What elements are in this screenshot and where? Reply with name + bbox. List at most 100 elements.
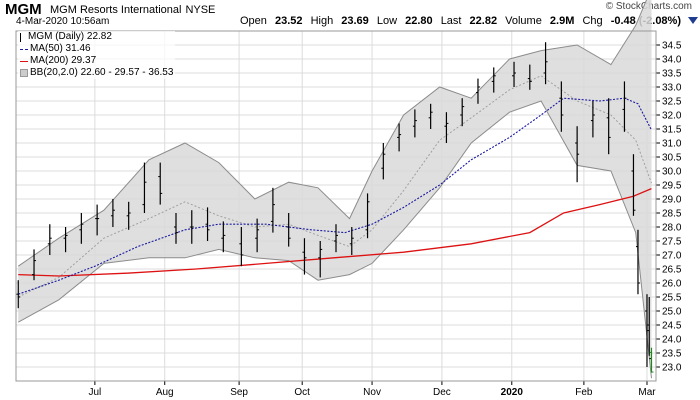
ohlc-bar [649,347,654,373]
ohlc-bar [142,162,147,213]
y-tick-label: 33.0 [662,83,682,94]
ohlc-bar [635,229,640,295]
y-tick-label: 23.5 [662,349,682,360]
ohlc-bar [47,224,52,255]
chevron-down-icon[interactable] [688,17,698,24]
x-tick-label: Mar [638,387,656,398]
ohlc-bar [221,221,226,253]
quote-last: Last 22.82 [440,15,498,27]
ohlc-bar [126,201,131,230]
band-swatch-icon [20,69,28,77]
ohlc-bar [158,162,163,205]
bollinger-upper [17,0,648,267]
y-tick-label: 29.5 [662,181,682,192]
ohlc-bar [543,42,548,85]
ohlc-bar [491,67,496,93]
quote-high: High 23.69 [310,15,369,27]
y-tick-label: 25.5 [662,293,682,304]
y-tick-label: 30.5 [662,153,682,164]
y-tick-label: 34.0 [662,55,682,66]
legend-ma200: MA(200) 29.37 [20,55,173,67]
ticker-symbol: MGM [5,1,42,18]
ohlc-bar [110,199,115,227]
ohlc-bar [590,101,595,138]
ohlc-bar [512,61,517,87]
ohlc-bar [606,98,611,155]
y-tick-label: 24.0 [662,335,682,346]
ohlc-bar [381,143,386,180]
ohlc-bar [318,241,323,278]
y-tick-label: 23.0 [662,363,682,374]
dashed-line-icon [20,48,28,50]
y-tick-label: 26.0 [662,279,682,290]
x-tick-label: 2020 [501,387,524,398]
ohlc-bar [79,213,84,244]
y-tick-label: 31.5 [662,125,682,136]
ohlc-bar [334,224,338,253]
y-tick-label: 30.0 [662,167,682,178]
ohlc-bar [255,218,260,253]
x-tick-label: Dec [433,387,451,398]
ohlc-bar [174,213,178,244]
x-tick-label: Sep [230,387,248,398]
y-tick-label: 28.0 [662,223,682,234]
y-tick-label: 29.0 [662,195,682,206]
ohlc-bar [428,103,433,129]
ohlc-bar [286,213,291,247]
y-tick-label: 26.5 [662,265,682,276]
ohlc-bar [631,154,636,216]
ohlc-bar [205,207,210,241]
y-tick-label: 27.0 [662,251,682,262]
y-tick-label: 33.5 [662,69,682,80]
ohlc-bar [460,98,465,127]
y-tick-label: 27.5 [662,237,682,248]
quote-open: Open 23.52 [239,15,303,27]
x-tick-label: Nov [363,387,381,398]
x-tick-label: Oct [294,387,310,398]
ohlc-bar [444,112,449,143]
ohlc-bar [559,81,564,132]
ohlc-bar [527,64,532,90]
quote-datetime: 4-Mar-2020 10:56am [16,16,110,27]
ohlc-bar [270,187,275,233]
x-tick-label: Jul [88,387,101,398]
exchange-name: NYSE [185,4,216,16]
ohlc-bar [365,193,370,239]
company-name-text: MGM Resorts International [50,4,182,16]
y-tick-label: 32.5 [662,97,682,108]
ohlc-bar [16,280,21,309]
ohlc-bar [239,227,244,267]
bollinger-lower [18,100,652,379]
y-tick-label: 25.0 [662,307,682,318]
ohlc-bar-icon [20,32,26,42]
chart-legend: MGM (Daily) 22.82 MA(50) 31.46 MA(200) 2… [18,31,176,79]
x-tick-label: Feb [575,387,593,398]
ohlc-bar [475,78,480,104]
x-tick-label: Aug [156,387,174,398]
y-tick-label: 32.0 [662,111,682,122]
quote-volume: Volume 2.9M [505,15,575,27]
quote-low: Low 22.80 [376,15,433,27]
legend-bb: BB(20,2.0) 22.60 - 29.57 - 36.53 [20,67,173,79]
y-tick-label: 34.5 [662,41,682,52]
y-tick-label: 31.0 [662,139,682,150]
y-tick-label: 24.5 [662,321,682,332]
ohlc-bar [412,109,417,138]
ma200-line [18,188,652,277]
ohlc-bar [302,238,307,275]
company-name: MGM Resorts International NYSE [50,4,215,16]
legend-price: MGM (Daily) 22.82 [20,31,173,43]
ohlc-bar [622,81,627,132]
ohlc-bar [397,123,402,152]
ohlc-bar [63,227,68,253]
solid-line-icon [20,60,28,62]
legend-ma50: MA(50) 31.46 [20,43,173,55]
ohlc-bar [95,204,100,236]
ma50-line [18,97,652,295]
quote-summary: Open 23.52 High 23.69 Low 22.80 Last 22.… [240,15,686,27]
y-tick-label: 28.5 [662,209,682,220]
ohlc-bar [189,210,194,244]
ohlc-bar [32,249,37,281]
bollinger-middle [18,75,652,298]
